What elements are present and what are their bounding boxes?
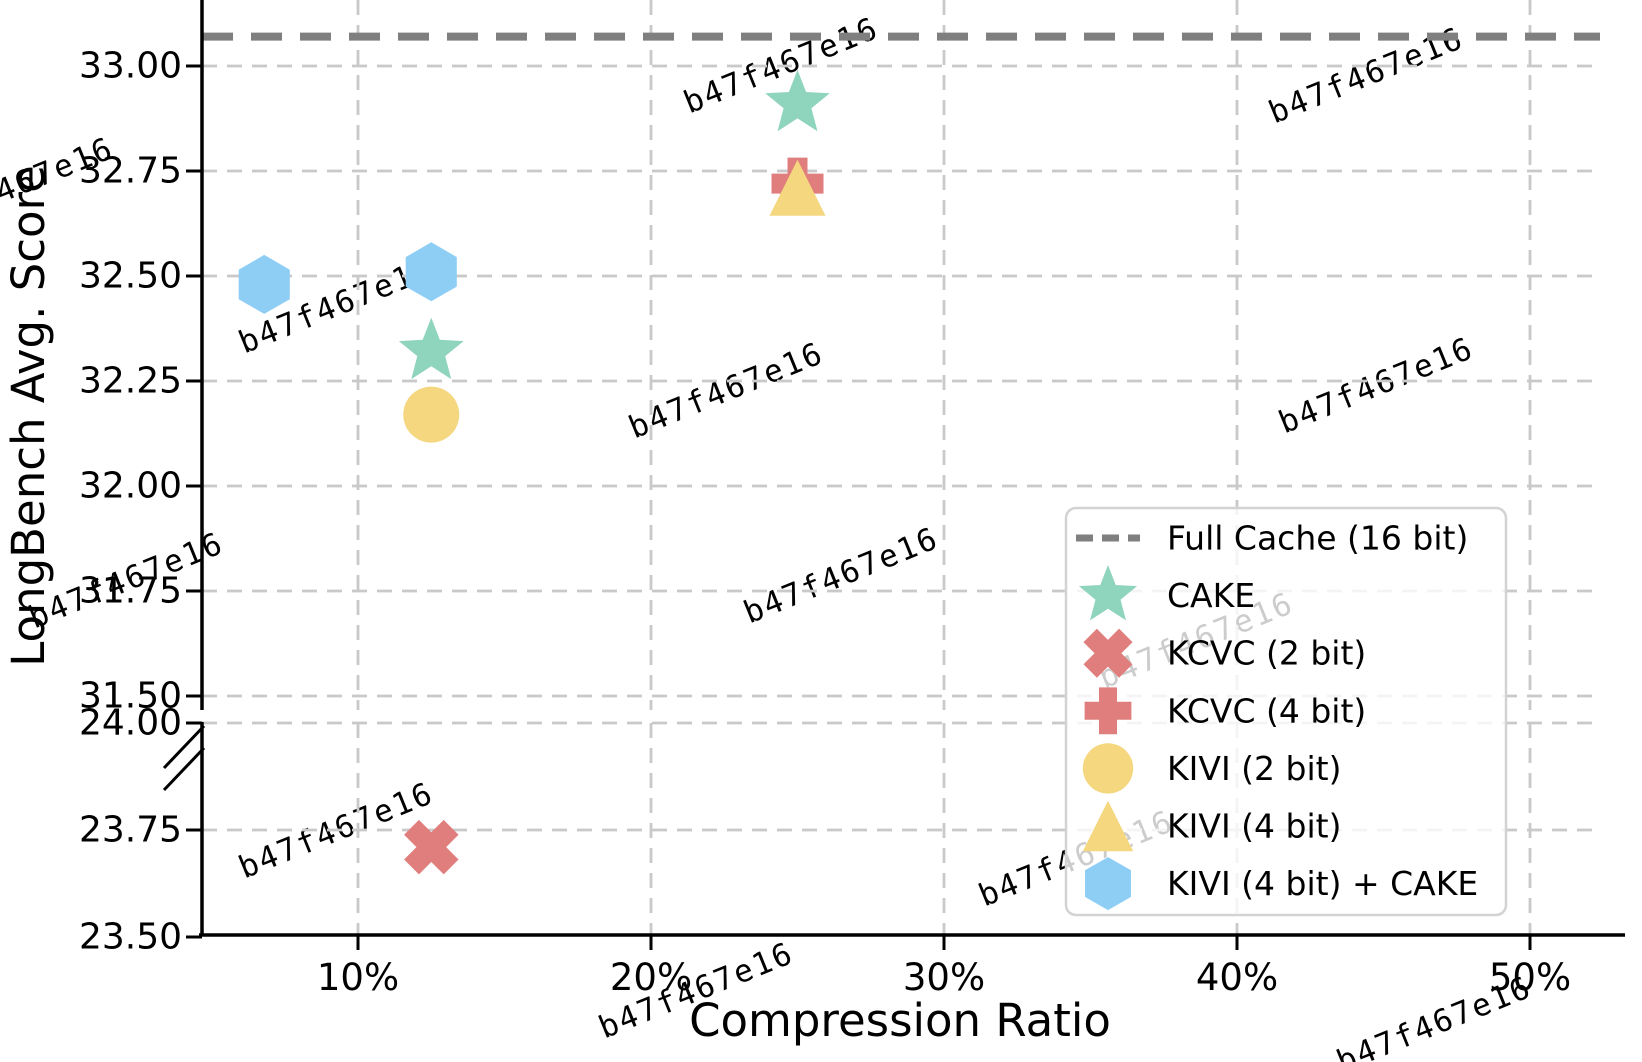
x-tick-label: 40%	[1196, 956, 1278, 999]
legend-label: KIVI (4 bit) + CAKE	[1167, 864, 1478, 903]
axis-layer	[162, 0, 1625, 950]
legend: Full Cache (16 bit) CAKE KCVC (2 bit) KCVC …	[1064, 506, 1508, 917]
y-tick-label: 32.25	[79, 361, 182, 402]
x-tick-label: 10%	[317, 956, 399, 999]
tick-label-layer: 33.00 32.75 32.50 32.25 32.00 31.75 31.5024.00…	[79, 46, 1571, 1000]
legend-marker-cake	[1078, 565, 1138, 621]
y-tick-label: 31.50	[79, 676, 182, 717]
y-tick-label: 31.75	[79, 571, 182, 612]
marker-kivi-4-bit-cake	[238, 254, 290, 314]
legend-marker-kivi-4-bit-cake	[1085, 857, 1131, 911]
x-tick-label: 30%	[903, 956, 985, 999]
y-tick-label: 23.50	[79, 917, 182, 958]
x-tick-label: 50%	[1489, 956, 1571, 999]
x-tick-label: 20%	[610, 956, 692, 999]
watermark-text: b47f467e16	[739, 520, 944, 631]
legend-marker-kcvc-2-bit	[1083, 628, 1133, 678]
marker-layer	[238, 69, 830, 875]
y-tick-label: 24.00	[79, 703, 182, 744]
legend-label: CAKE	[1167, 576, 1255, 615]
marker-kivi-4-bit	[769, 159, 826, 216]
legend-label: KIVI (4 bit)	[1167, 807, 1341, 846]
legend-label: Full Cache (16 bit)	[1167, 519, 1468, 558]
marker-kivi-4-bit-cake	[405, 242, 457, 302]
marker-cake	[765, 69, 830, 132]
legend-label: KIVI (2 bit)	[1167, 749, 1341, 788]
y-axis-label: LongBench Avg. Score	[2, 165, 55, 667]
legend-marker-kcvc-4-bit	[1084, 687, 1132, 735]
watermark-text: b47f467e16	[1274, 330, 1479, 441]
legend-marker-kivi-4-bit	[1082, 800, 1134, 852]
legend-label: KCVC (2 bit)	[1167, 634, 1366, 673]
legend-box	[1064, 506, 1508, 917]
y-tick-label: 32.50	[79, 256, 182, 297]
marker-cake	[398, 317, 464, 380]
axis-break-mark	[162, 746, 206, 792]
legend-marker-kivi-2-bit	[1082, 743, 1134, 794]
y-tick-label: 23.75	[79, 810, 182, 851]
marker-kcvc-2-bit	[404, 819, 459, 875]
axis-break-mark	[162, 724, 206, 770]
y-tick-label: 32.00	[79, 466, 182, 507]
marker-kivi-2-bit	[403, 386, 460, 443]
y-tick-label: 33.00	[79, 46, 182, 87]
legend-label: KCVC (4 bit)	[1167, 691, 1366, 730]
y-tick-label: 32.75	[79, 151, 182, 192]
watermark-text: b47f467e16	[624, 335, 829, 446]
x-axis-label: Compression Ratio	[689, 994, 1111, 1047]
